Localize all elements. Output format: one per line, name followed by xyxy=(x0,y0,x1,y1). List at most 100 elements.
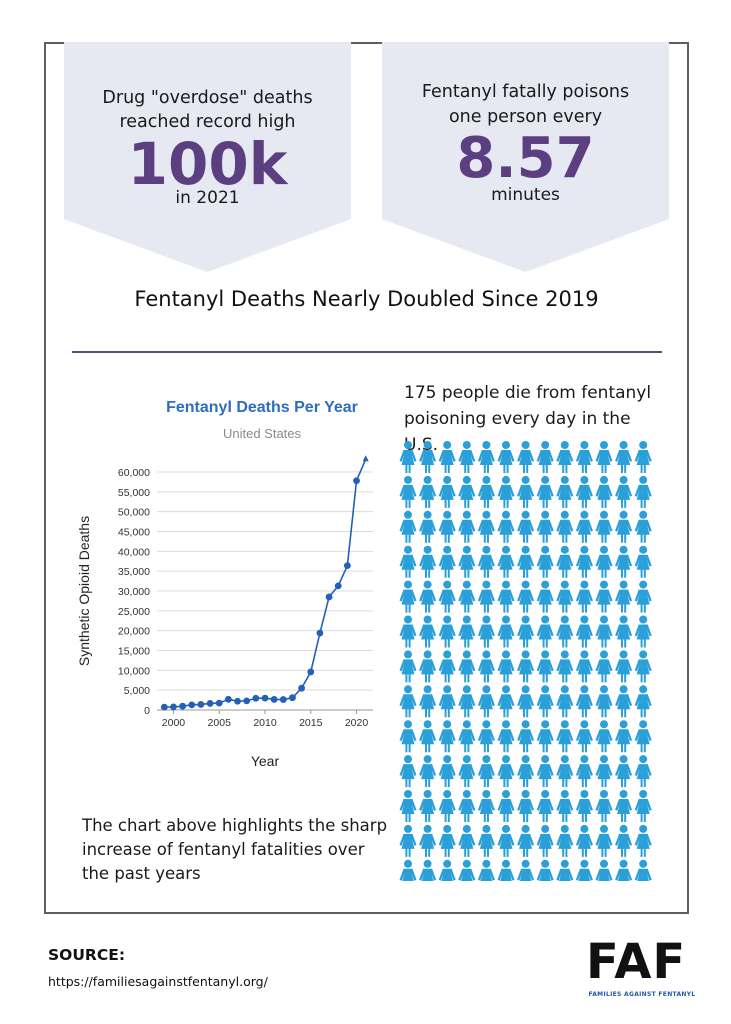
person-icon xyxy=(419,824,437,857)
person-icon xyxy=(575,475,593,508)
person-body xyxy=(419,729,437,753)
person-body xyxy=(615,764,633,788)
person-icon xyxy=(634,615,652,648)
person-head xyxy=(443,685,452,694)
person-icon xyxy=(575,685,593,718)
person-icon xyxy=(497,441,515,473)
y-tick-label: 40,000 xyxy=(118,546,150,558)
person-head xyxy=(404,441,412,449)
person-head xyxy=(404,824,412,833)
person-body xyxy=(517,554,535,578)
person-head xyxy=(600,545,608,554)
person-icon xyxy=(399,441,417,473)
person-icon xyxy=(536,720,554,753)
person-body xyxy=(634,589,652,613)
person-icon xyxy=(419,510,437,543)
person-body xyxy=(595,868,613,881)
person-body xyxy=(556,799,574,822)
person-head xyxy=(462,755,471,764)
person-head xyxy=(423,441,432,449)
person-icon xyxy=(634,755,652,788)
stat-footer: minutes xyxy=(491,185,560,205)
person-head xyxy=(619,755,628,764)
person-body xyxy=(419,519,437,543)
person-head xyxy=(639,545,648,554)
person-head xyxy=(502,755,510,764)
source-url[interactable]: https://familiesagainstfentanyl.org/ xyxy=(48,974,268,989)
data-point xyxy=(343,562,351,570)
person-icon xyxy=(595,441,613,473)
person-head xyxy=(482,685,491,694)
person-head xyxy=(404,545,412,554)
person-head xyxy=(443,755,452,764)
y-tick-label: 60,000 xyxy=(118,467,150,479)
person-icon xyxy=(595,824,613,857)
person-body xyxy=(615,519,633,543)
person-icon xyxy=(399,615,417,648)
person-head xyxy=(443,475,452,484)
person-body xyxy=(399,554,417,578)
person-head xyxy=(541,580,550,589)
logo-subtitle: FAMILIES AGAINST FENTANYL xyxy=(588,991,696,998)
person-head xyxy=(462,475,471,484)
data-point xyxy=(179,702,187,710)
person-body xyxy=(399,729,417,753)
person-body xyxy=(536,659,554,683)
person-icon xyxy=(536,824,554,857)
person-head xyxy=(423,545,432,554)
person-icon xyxy=(595,650,613,683)
person-body xyxy=(438,589,456,613)
stat-line: Fentanyl fatally poisons xyxy=(421,82,630,102)
person-body xyxy=(458,694,476,718)
data-point xyxy=(160,703,168,711)
person-body xyxy=(536,729,554,753)
person-body xyxy=(477,729,495,753)
person-icon xyxy=(517,755,535,788)
data-point xyxy=(279,696,287,703)
person-body xyxy=(477,624,495,648)
person-icon xyxy=(458,755,476,788)
person-head xyxy=(521,650,530,659)
stat-card-overdose: Drug "overdose" deaths reached record hi… xyxy=(64,42,351,272)
person-body xyxy=(595,624,613,648)
person-body xyxy=(556,450,574,473)
person-head xyxy=(462,685,471,694)
person-body xyxy=(419,799,437,822)
person-icon xyxy=(634,790,652,822)
person-icon xyxy=(438,859,456,881)
person-head xyxy=(443,580,452,589)
person-body xyxy=(438,659,456,683)
person-icon xyxy=(399,580,417,613)
person-icon xyxy=(517,615,535,648)
person-icon xyxy=(477,441,495,473)
person-icon xyxy=(615,580,633,613)
person-icon xyxy=(615,790,633,822)
person-head xyxy=(600,685,608,694)
person-icon xyxy=(497,510,515,543)
person-head xyxy=(600,475,608,484)
person-head xyxy=(404,755,412,764)
person-body xyxy=(438,554,456,578)
person-head xyxy=(600,790,608,798)
person-icon xyxy=(517,685,535,718)
person-head xyxy=(462,545,471,554)
person-body xyxy=(399,484,417,508)
person-head xyxy=(560,615,569,624)
person-body xyxy=(419,694,437,718)
person-body xyxy=(517,589,535,613)
person-head xyxy=(580,441,589,449)
person-icon xyxy=(517,720,535,753)
person-head xyxy=(600,615,608,624)
person-body xyxy=(517,833,535,857)
person-body xyxy=(497,729,515,753)
person-icon xyxy=(399,650,417,683)
person-head xyxy=(521,685,530,694)
person-head xyxy=(502,580,510,589)
person-icon xyxy=(399,475,417,508)
person-body xyxy=(615,484,633,508)
person-body xyxy=(517,868,535,881)
person-head xyxy=(541,510,550,519)
person-head xyxy=(580,720,589,729)
person-head xyxy=(619,615,628,624)
person-icon xyxy=(399,790,417,822)
